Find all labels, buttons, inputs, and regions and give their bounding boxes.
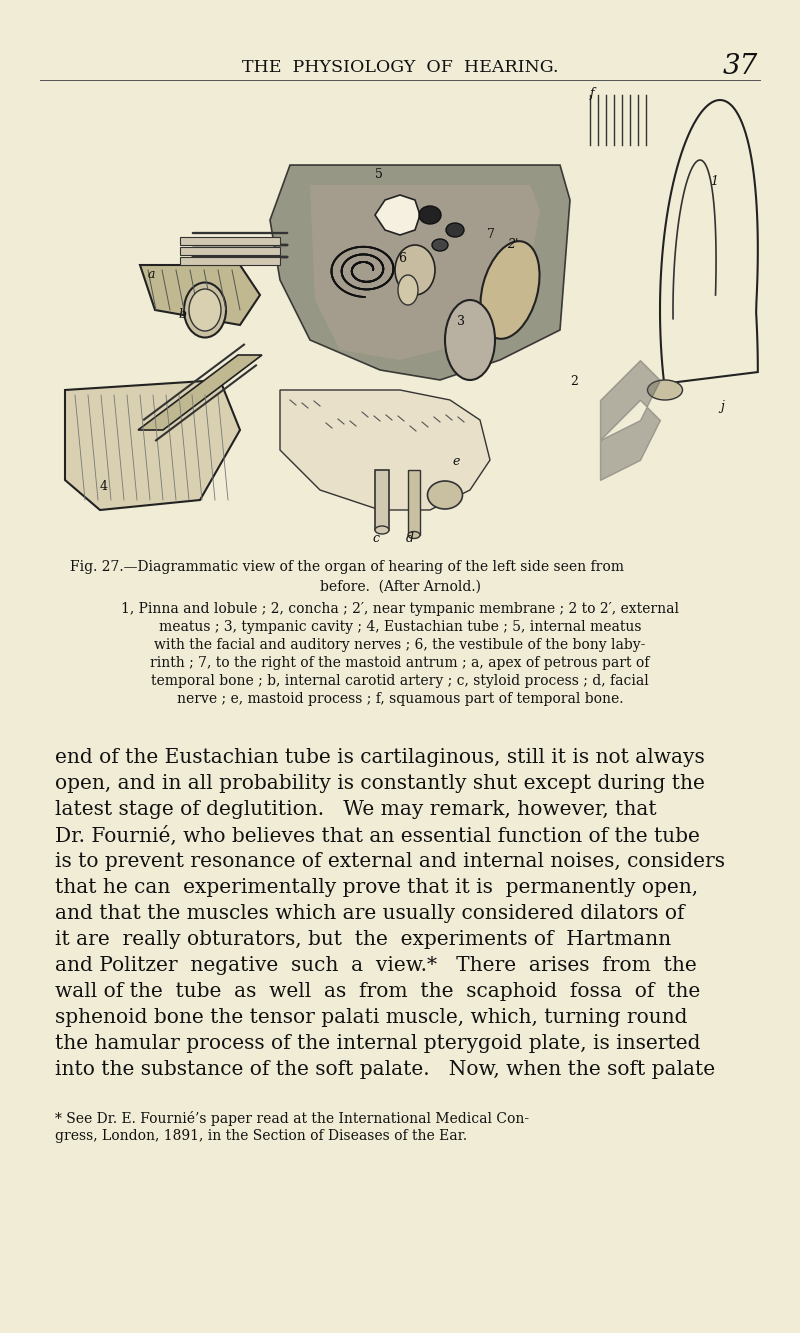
Ellipse shape	[427, 481, 462, 509]
Text: THE  PHYSIOLOGY  OF  HEARING.: THE PHYSIOLOGY OF HEARING.	[242, 59, 558, 76]
Ellipse shape	[408, 532, 420, 539]
Text: f: f	[590, 87, 594, 100]
Text: Fig. 27.—Diagrammatic view of the organ of hearing of the left side seen from: Fig. 27.—Diagrammatic view of the organ …	[70, 560, 624, 575]
Text: sphenoid bone the tensor palati muscle, which, turning round: sphenoid bone the tensor palati muscle, …	[55, 1008, 687, 1026]
Text: 1, Pinna and lobule ; 2, concha ; 2′, near tympanic membrane ; 2 to 2′, external: 1, Pinna and lobule ; 2, concha ; 2′, ne…	[121, 603, 679, 616]
Text: rinth ; 7, to the right of the mastoid antrum ; a, apex of petrous part of: rinth ; 7, to the right of the mastoid a…	[150, 656, 650, 670]
Text: open, and in all probability is constantly shut except during the: open, and in all probability is constant…	[55, 774, 705, 793]
Ellipse shape	[398, 275, 418, 305]
Bar	[375, 471, 389, 531]
Ellipse shape	[647, 380, 682, 400]
Text: and Politzer  negative  such  a  view.*   There  arises  from  the: and Politzer negative such a view.* Ther…	[55, 956, 697, 974]
Polygon shape	[660, 100, 758, 384]
Text: that he can  experimentally prove that it is  permanently open,: that he can experimentally prove that it…	[55, 878, 698, 897]
Bar	[180, 247, 280, 255]
Text: meatus ; 3, tympanic cavity ; 4, Eustachian tube ; 5, internal meatus: meatus ; 3, tympanic cavity ; 4, Eustach…	[158, 620, 642, 635]
Text: 6: 6	[398, 252, 406, 265]
Text: d: d	[406, 532, 414, 545]
Polygon shape	[140, 265, 260, 325]
Polygon shape	[280, 391, 490, 511]
Text: end of the Eustachian tube is cartilaginous, still it is not always: end of the Eustachian tube is cartilagin…	[55, 748, 705, 766]
Polygon shape	[138, 355, 262, 431]
Text: 3: 3	[457, 315, 465, 328]
Text: 1: 1	[710, 175, 718, 188]
Polygon shape	[375, 195, 420, 235]
Bar	[180, 237, 280, 245]
Text: and that the muscles which are usually considered dilators of: and that the muscles which are usually c…	[55, 904, 685, 922]
Text: 2: 2	[570, 375, 578, 388]
Text: temporal bone ; b, internal carotid artery ; c, styloid process ; d, facial: temporal bone ; b, internal carotid arte…	[151, 674, 649, 688]
Text: c: c	[372, 532, 379, 545]
Text: 7: 7	[487, 228, 495, 241]
Text: with the facial and auditory nerves ; 6, the vestibule of the bony laby-: with the facial and auditory nerves ; 6,…	[154, 639, 646, 652]
Text: before.  (After Arnold.): before. (After Arnold.)	[319, 580, 481, 595]
Text: 4: 4	[100, 480, 108, 493]
Ellipse shape	[481, 241, 539, 339]
Text: 5: 5	[375, 168, 383, 181]
Text: b: b	[178, 308, 186, 321]
Text: gress, London, 1891, in the Section of Diseases of the Ear.: gress, London, 1891, in the Section of D…	[55, 1129, 467, 1142]
Ellipse shape	[395, 245, 435, 295]
Polygon shape	[310, 185, 540, 360]
Text: it are  really obturators, but  the  experiments of  Hartmann: it are really obturators, but the experi…	[55, 930, 671, 949]
Text: wall of the  tube  as  well  as  from  the  scaphoid  fossa  of  the: wall of the tube as well as from the sca…	[55, 982, 700, 1001]
Text: 2': 2'	[507, 239, 518, 251]
Polygon shape	[65, 380, 240, 511]
Text: * See Dr. E. Fournié’s paper read at the International Medical Con-: * See Dr. E. Fournié’s paper read at the…	[55, 1110, 529, 1126]
Ellipse shape	[189, 289, 221, 331]
Ellipse shape	[184, 283, 226, 337]
Text: is to prevent resonance of external and internal noises, considers: is to prevent resonance of external and …	[55, 852, 725, 870]
Ellipse shape	[419, 207, 441, 224]
Text: into the substance of the soft palate.   Now, when the soft palate: into the substance of the soft palate. N…	[55, 1060, 715, 1078]
Text: e: e	[452, 455, 459, 468]
Text: nerve ; e, mastoid process ; f, squamous part of temporal bone.: nerve ; e, mastoid process ; f, squamous…	[177, 692, 623, 706]
Text: 37: 37	[722, 53, 758, 80]
Ellipse shape	[445, 300, 495, 380]
Text: Dr. Fournié, who believes that an essential function of the tube: Dr. Fournié, who believes that an essent…	[55, 826, 700, 846]
Text: the hamular process of the internal pterygoid plate, is inserted: the hamular process of the internal pter…	[55, 1034, 701, 1053]
Text: latest stage of deglutition.   We may remark, however, that: latest stage of deglutition. We may rema…	[55, 800, 657, 818]
Bar	[180, 257, 280, 265]
Bar	[408, 471, 420, 535]
Ellipse shape	[432, 239, 448, 251]
Ellipse shape	[446, 223, 464, 237]
Text: a: a	[148, 268, 155, 281]
Polygon shape	[270, 165, 570, 380]
Ellipse shape	[375, 527, 389, 535]
Text: j: j	[720, 400, 724, 413]
